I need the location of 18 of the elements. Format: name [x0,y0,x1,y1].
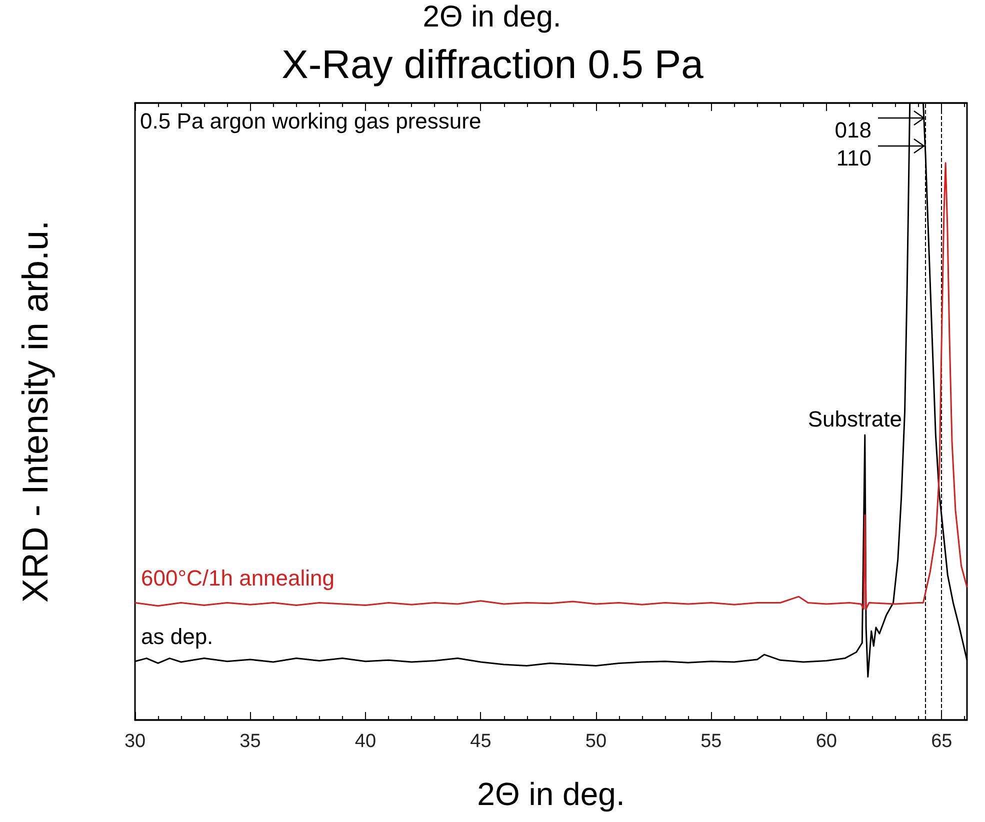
annotation: Substrate [808,406,902,432]
x-tick-label: 30 [124,731,146,752]
x-tick-label: 40 [354,731,376,752]
x-tick-label: 65 [931,731,952,752]
x-axis-title: 2Θ in deg. [477,776,625,812]
series-label: as dep. [141,624,214,649]
annotation: 0.5 Pa argon working gas pressure [140,108,482,134]
y-axis-title: XRD - Intensity in arb.u. [14,220,56,603]
x-tick-label: 45 [470,731,492,752]
x-tick-label: 55 [700,731,722,752]
x-tick-label: 35 [240,731,261,752]
annotation: 110 [836,146,872,170]
series-label: 600°C/1h annealing [141,565,335,590]
chart-title: X-Ray diffraction 0.5 Pa [282,43,704,87]
annotation: 018 [834,118,872,142]
x-tick-label: 50 [585,731,607,752]
x-tick-label: 60 [816,731,837,752]
text: 2Θ in deg. [422,0,562,34]
